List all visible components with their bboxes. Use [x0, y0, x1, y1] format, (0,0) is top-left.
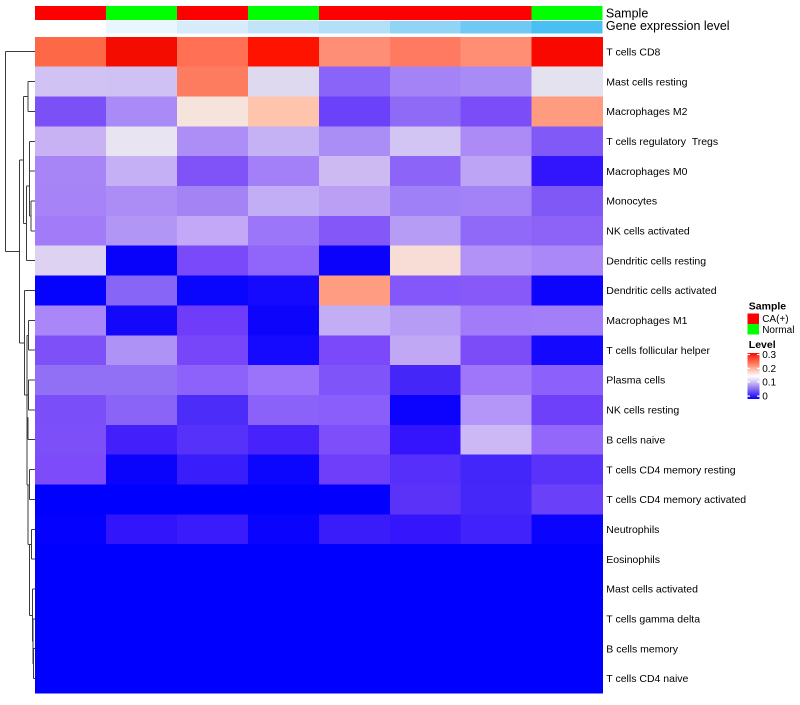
svg-text:Dendritic cells activated: Dendritic cells activated: [606, 285, 716, 297]
svg-text:Eosinophils: Eosinophils: [606, 554, 660, 566]
svg-text:Normal: Normal: [762, 325, 794, 336]
svg-text:Sample: Sample: [749, 300, 787, 312]
svg-text:0.3: 0.3: [762, 350, 776, 361]
svg-text:B cells memory: B cells memory: [606, 643, 679, 655]
svg-text:0.1: 0.1: [762, 377, 776, 388]
svg-text:Neutrophils: Neutrophils: [606, 524, 659, 536]
svg-text:0.2: 0.2: [762, 364, 776, 375]
svg-text:Sample: Sample: [606, 6, 648, 20]
svg-text:T cells CD4 memory activated: T cells CD4 memory activated: [606, 494, 746, 506]
svg-text:NK cells activated: NK cells activated: [606, 226, 690, 238]
svg-text:Mast cells activated: Mast cells activated: [606, 584, 698, 596]
svg-text:0: 0: [762, 391, 768, 402]
svg-text:T cells CD8: T cells CD8: [606, 46, 660, 58]
svg-text:Macrophages M0: Macrophages M0: [606, 166, 687, 178]
svg-text:Macrophages M2: Macrophages M2: [606, 106, 687, 118]
svg-text:T cells CD4 naive: T cells CD4 naive: [606, 673, 688, 685]
svg-text:NK cells resting: NK cells resting: [606, 405, 679, 417]
svg-text:Macrophages M1: Macrophages M1: [606, 315, 687, 327]
svg-text:Level: Level: [749, 339, 776, 351]
svg-text:Monocytes: Monocytes: [606, 196, 657, 208]
svg-text:Mast cells resting: Mast cells resting: [606, 76, 687, 88]
svg-text:T cells gamma delta: T cells gamma delta: [606, 613, 700, 625]
svg-text:T cells regulatory Tregs: T cells regulatory Tregs: [606, 136, 718, 148]
svg-text:T cells follicular helper: T cells follicular helper: [606, 345, 710, 357]
svg-text:T cells CD4 memory resting: T cells CD4 memory resting: [606, 464, 735, 476]
svg-text:Plasma cells: Plasma cells: [606, 375, 665, 387]
svg-text:CA(+): CA(+): [762, 314, 788, 325]
svg-text:B cells naive: B cells naive: [606, 434, 665, 446]
svg-text:Gene expression level: Gene expression level: [606, 19, 730, 33]
svg-text:Dendritic cells resting: Dendritic cells resting: [606, 255, 706, 267]
